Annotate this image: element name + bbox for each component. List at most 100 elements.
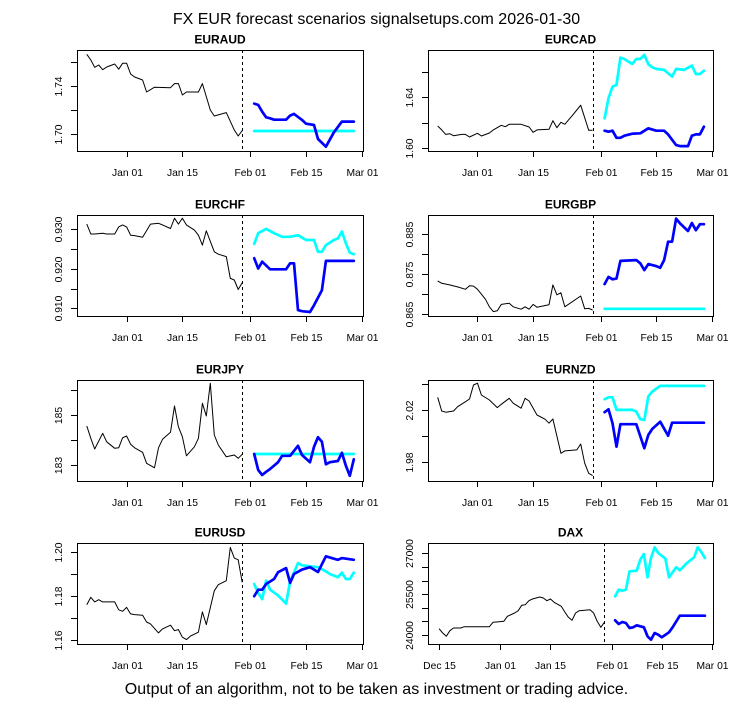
series-line-forecast-cyan xyxy=(252,227,356,256)
series-line-forecast-blue xyxy=(613,614,707,642)
x-tick-label: Feb 01 xyxy=(596,661,628,672)
panel-eurcad: EURCAD Jan 01 Jan 15 Feb 01 Feb 15 Mar 01 1.60… xyxy=(405,33,729,180)
panel-title: EURCAD xyxy=(545,33,597,47)
series-line-history xyxy=(86,54,243,137)
series-line-forecast-cyan xyxy=(603,384,706,422)
y-tick-label: 2.02 xyxy=(405,400,416,420)
figure-caption: Output of an algorithm, not to be taken … xyxy=(125,681,628,698)
x-tick-label: Jan 15 xyxy=(167,333,198,344)
x-tick-label: Mar 01 xyxy=(346,333,378,344)
x-tick-label: Jan 01 xyxy=(112,333,143,344)
series-line-forecast-blue xyxy=(603,125,706,148)
y-tick-label: 1.18 xyxy=(54,586,65,606)
x-tick-label: Jan 01 xyxy=(485,661,516,672)
y-tick-label: 1.60 xyxy=(405,138,416,158)
panel-title: EURAUD xyxy=(194,33,246,47)
x-tick-label: Jan 15 xyxy=(167,498,198,509)
x-tick-label: Feb 01 xyxy=(234,168,266,179)
x-tick-label: Jan 15 xyxy=(167,168,198,179)
x-tick-label: Feb 01 xyxy=(585,498,617,509)
x-tick-label: Mar 01 xyxy=(696,498,728,509)
plot-frame xyxy=(77,380,364,482)
x-tick-label: Mar 01 xyxy=(346,661,378,672)
panel-title: EURUSD xyxy=(195,526,246,540)
series-line-history xyxy=(437,382,593,477)
y-tick-label: 0.865 xyxy=(405,301,416,327)
plot-frame xyxy=(428,215,714,317)
x-tick-label: Feb 15 xyxy=(646,661,678,672)
x-tick-label: Feb 01 xyxy=(585,168,617,179)
panel-title: EURNZD xyxy=(546,363,596,377)
series-line-history xyxy=(437,104,593,138)
x-tick-label: Jan 15 xyxy=(518,168,549,179)
x-tick-label: Jan 01 xyxy=(462,498,493,509)
series-line-history xyxy=(86,546,243,641)
x-tick-label: Feb 01 xyxy=(585,333,617,344)
x-tick-label: Feb 15 xyxy=(640,333,672,344)
y-tick-label: 0.885 xyxy=(405,221,416,247)
panel-eurchf: EURCHF Jan 01 Jan 15 Feb 01 Feb 15 Mar 01 0.91… xyxy=(54,198,379,345)
plot-frame xyxy=(428,543,714,645)
y-tick-label: 1.20 xyxy=(54,542,65,562)
panel-eurnzd: EURNZD Jan 01 Jan 15 Feb 01 Feb 15 Mar 01 1.98… xyxy=(405,363,729,510)
y-tick-label: 185 xyxy=(54,407,65,424)
y-tick-label: 183 xyxy=(54,457,65,474)
series-line-forecast-blue xyxy=(603,407,706,450)
x-tick-label: Feb 15 xyxy=(290,168,322,179)
x-tick-label: Mar 01 xyxy=(696,168,728,179)
y-tick-label: 0.930 xyxy=(54,216,65,242)
x-tick-label: Jan 15 xyxy=(167,661,198,672)
figure-title: FX EUR forecast scenarios signalsetups.c… xyxy=(173,11,580,28)
x-tick-label: Jan 01 xyxy=(112,498,143,509)
panel-eurjpy: EURJPY Jan 01 Jan 15 Feb 01 Feb 15 Mar 01 183 1… xyxy=(54,363,379,510)
x-tick-label: Mar 01 xyxy=(346,498,378,509)
x-tick-label: Jan 01 xyxy=(112,661,143,672)
series-line-forecast-blue xyxy=(252,554,356,598)
x-tick-label: Dec 15 xyxy=(423,661,456,672)
y-tick-label: 1.98 xyxy=(405,452,416,472)
x-tick-label: Feb 15 xyxy=(290,333,322,344)
y-tick-label: 1.70 xyxy=(54,124,65,144)
y-tick-label: 1.74 xyxy=(54,76,65,96)
series-line-forecast-blue xyxy=(252,102,356,149)
plot-frame xyxy=(77,215,364,317)
x-tick-label: Mar 01 xyxy=(696,333,728,344)
series-line-forecast-blue xyxy=(252,256,356,314)
y-tick-label: 0.875 xyxy=(405,261,416,287)
series-line-history xyxy=(437,280,593,313)
x-tick-label: Feb 15 xyxy=(290,661,322,672)
series-line-forecast-blue xyxy=(603,217,706,286)
x-tick-label: Feb 01 xyxy=(234,498,266,509)
plot-frame xyxy=(428,50,714,152)
x-tick-label: Mar 01 xyxy=(346,168,378,179)
series-line-forecast-cyan xyxy=(603,53,706,120)
x-tick-label: Jan 01 xyxy=(462,333,493,344)
x-tick-label: Feb 01 xyxy=(234,661,266,672)
series-line-forecast-blue xyxy=(252,435,356,478)
plot-frame xyxy=(77,50,364,152)
series-line-history xyxy=(86,382,243,469)
panel-eurgbp: EURGBP Jan 01 Jan 15 Feb 01 Feb 15 Mar 01 0.86… xyxy=(405,198,729,345)
y-tick-label: 1.64 xyxy=(405,87,416,107)
panel-grid: EURAUD Jan 01 Jan 15 Feb 01 Feb 15 Mar 01 1.70… xyxy=(54,33,729,673)
panel-title: DAX xyxy=(558,526,583,540)
series-line-history xyxy=(438,596,605,637)
x-tick-label: Jan 15 xyxy=(518,498,549,509)
x-tick-label: Jan 01 xyxy=(112,168,143,179)
x-tick-label: Feb 15 xyxy=(640,498,672,509)
plot-frame xyxy=(77,543,364,645)
panel-title: EURGBP xyxy=(545,198,596,212)
y-tick-label: 0.920 xyxy=(54,256,65,282)
panel-dax: DAX Dec 15 Jan 01 Jan 15 Feb 01 Feb 15 Mar 01 2… xyxy=(405,526,729,673)
series-line-history xyxy=(86,217,243,290)
x-tick-label: Feb 15 xyxy=(290,498,322,509)
y-tick-label: 1.16 xyxy=(54,630,65,650)
y-tick-label: 0.910 xyxy=(54,295,65,321)
panel-euraud: EURAUD Jan 01 Jan 15 Feb 01 Feb 15 Mar 01 1.70… xyxy=(54,33,379,180)
series-line-forecast-cyan xyxy=(613,545,707,598)
x-tick-label: Mar 01 xyxy=(696,661,728,672)
y-tick-label: 27000 xyxy=(405,539,416,568)
y-tick-label: 25500 xyxy=(405,580,416,609)
panel-eurusd: EURUSD Jan 01 Jan 15 Feb 01 Feb 15 Mar 01 1.16… xyxy=(54,526,379,673)
